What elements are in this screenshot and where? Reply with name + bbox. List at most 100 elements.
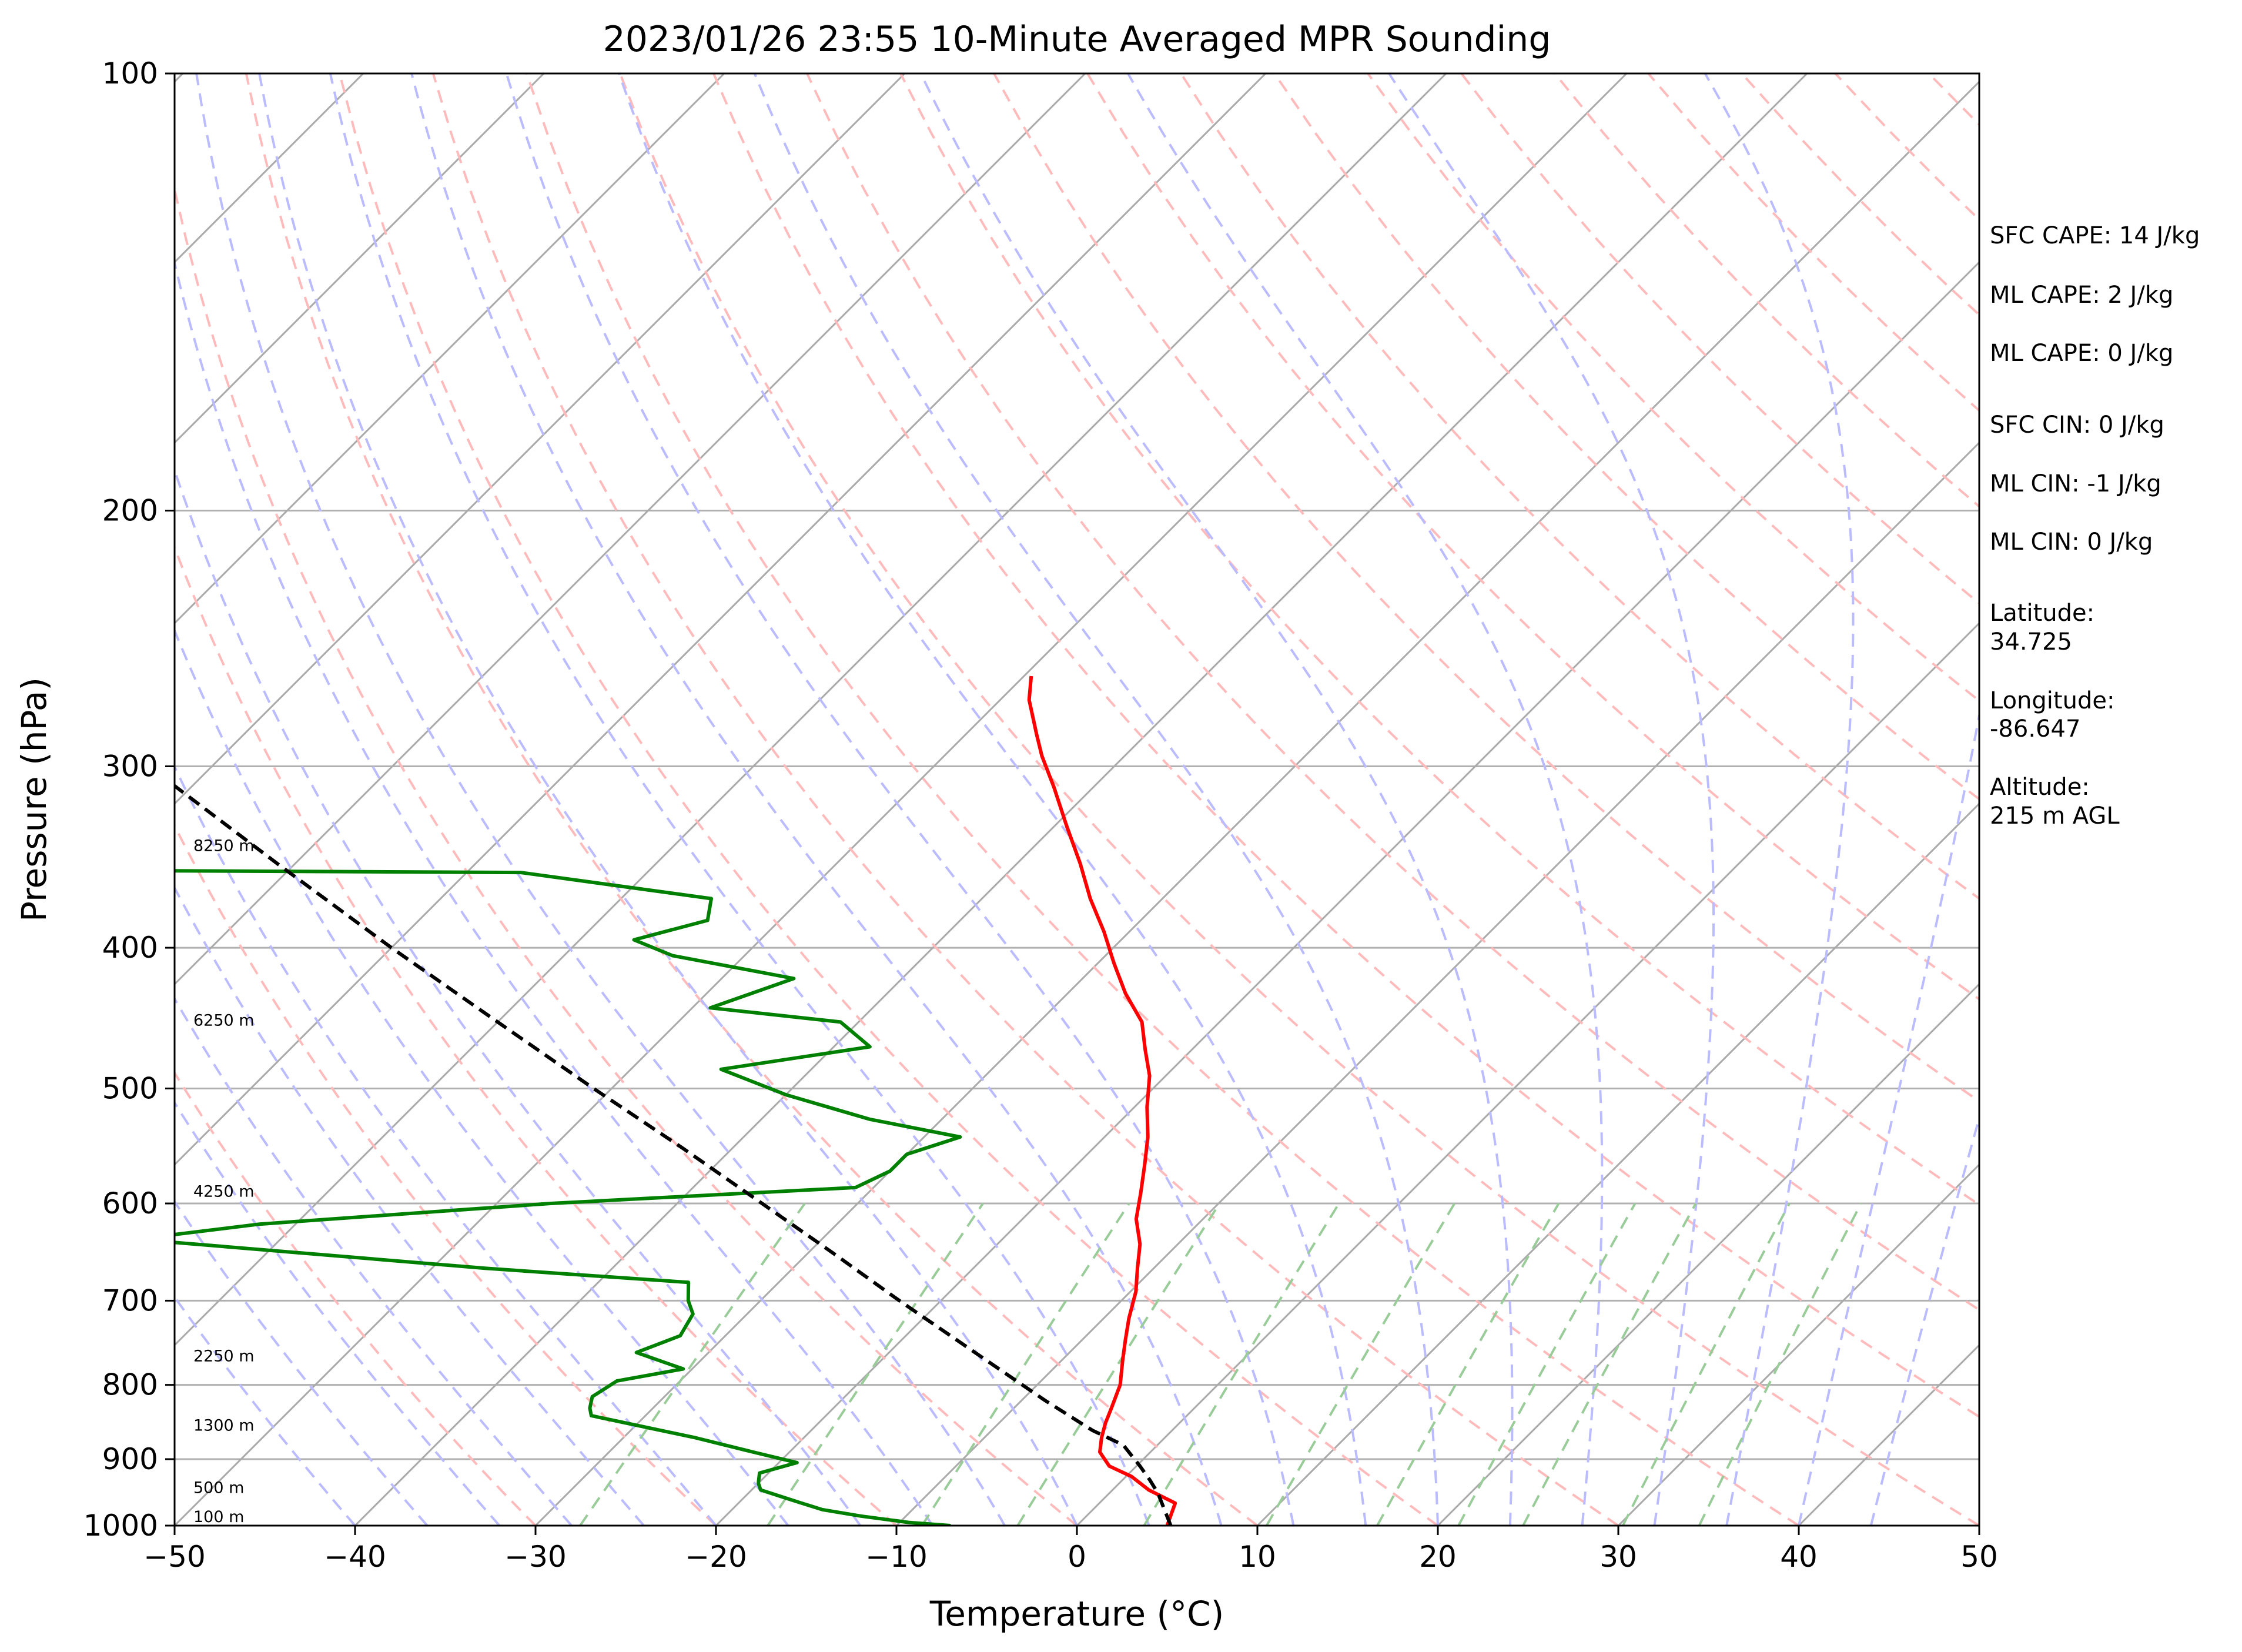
temperature-line: [1027, 675, 1177, 1526]
height-label: 1300 m: [193, 1416, 255, 1434]
x-tick-label: 50: [1960, 1540, 1998, 1574]
moist-adiabat: [1127, 73, 1604, 1526]
y-tick-label: 100: [102, 56, 158, 91]
isotherm-line: [1617, 1163, 1979, 1526]
info-line: SFC CAPE: 14 J/kg: [1990, 222, 2200, 249]
isotherm-line: [175, 73, 1267, 1166]
height-label: 500 m: [193, 1479, 244, 1497]
isotherm-line: [175, 73, 1086, 986]
y-tick-label: 500: [102, 1071, 158, 1105]
mixing-ratio-line: [1622, 1203, 1791, 1526]
y-tick-label: 400: [102, 931, 158, 965]
x-tick-label: 30: [1599, 1540, 1637, 1574]
x-tick-label: 10: [1239, 1540, 1276, 1574]
isotherm-line: [175, 73, 1447, 1347]
mixing-ratio-line: [1016, 1202, 1221, 1526]
isotherm-line: [354, 73, 1808, 1526]
moist-adiabat: [195, 73, 1006, 1526]
moist-adiabat: [175, 1295, 356, 1526]
y-axis: 1000 900 800 700 600 500 400 300 200 100: [83, 56, 175, 1543]
moist-adiabat: [175, 627, 789, 1526]
isotherm-line: [1437, 982, 1979, 1526]
dry-adiabat: [431, 73, 1619, 1526]
x-axis-label: Temperature (°C): [929, 1594, 1224, 1634]
isotherm-line: [0, 73, 2, 1526]
isotherm-line: [175, 73, 545, 444]
moist-adiabat: [175, 996, 573, 1526]
dry-adiabat: [2209, 73, 2242, 1526]
height-label: 2250 m: [193, 1347, 255, 1366]
isotherm-line: [534, 80, 1979, 1526]
x-tick-label: −40: [324, 1540, 386, 1574]
plot-area: [0, 73, 2242, 1526]
height-label: 8250 m: [193, 837, 255, 855]
x-tick-label: 20: [1419, 1540, 1457, 1574]
mixing-ratio-line: [1522, 1203, 1697, 1526]
info-line: Longitude:: [1990, 687, 2114, 714]
moist-adiabat: [1798, 709, 1979, 1526]
isotherm-line: [175, 73, 906, 805]
isotherm-line: [1256, 802, 1979, 1526]
moist-adiabat: [410, 73, 1223, 1526]
moist-adiabat: [258, 73, 1078, 1526]
y-tick-label: 1000: [83, 1509, 158, 1543]
moist-adiabat: [175, 1101, 501, 1526]
info-line: 215 m AGL: [1990, 802, 2120, 830]
moist-adiabat: [1388, 73, 1715, 1526]
parcel-profile-line: [175, 783, 1173, 1526]
mixing-ratio-line: [1698, 1203, 1862, 1526]
dry-adiabat: [175, 1071, 537, 1526]
x-tick-label: −30: [504, 1540, 567, 1574]
mixing-ratio-line: [1376, 1203, 1560, 1526]
y-tick-label: 200: [102, 494, 158, 528]
moist-adiabat: [1869, 1113, 1979, 1526]
info-line: ML CAPE: 2 J/kg: [1990, 282, 2173, 309]
y-tick-label: 800: [102, 1368, 158, 1402]
dry-adiabat: [1086, 73, 1979, 1001]
y-tick-label: 600: [102, 1186, 158, 1220]
isotherm-line: [715, 260, 1979, 1526]
isotherm-line: [175, 73, 725, 625]
info-line: -86.647: [1990, 715, 2080, 743]
mixing-ratio-line: [767, 1202, 984, 1526]
isotherm-line: [175, 73, 1628, 1526]
moist-adiabat: [175, 466, 862, 1526]
height-label: 100 m: [193, 1508, 244, 1526]
moist-adiabat: [175, 258, 934, 1526]
info-line: ML CAPE: 0 J/kg: [1990, 340, 2173, 367]
x-tick-label: −10: [865, 1540, 928, 1574]
y-axis-label: Pressure (hPa): [14, 677, 54, 922]
dry-adiabat: [899, 73, 1979, 1206]
dry-adiabat: [619, 73, 1979, 1526]
dry-adiabat: [1273, 73, 1979, 801]
dry-adiabat: [245, 73, 1259, 1526]
x-axis: −50 −40 −30 −20 −10 0 10 20 30 40 50: [143, 1526, 1998, 1574]
sounding-info-panel: SFC CAPE: 14 J/kg ML CAPE: 2 J/kg ML CAPE:…: [1990, 222, 2200, 830]
moist-adiabat: [1704, 73, 1855, 1526]
info-line: 34.725: [1990, 628, 2072, 656]
y-tick-label: 900: [102, 1442, 158, 1476]
dry-adiabat: [175, 544, 898, 1526]
moist-adiabat: [175, 885, 645, 1526]
x-tick-label: −20: [685, 1540, 747, 1574]
dry-adiabat: [175, 184, 1078, 1526]
dry-adiabat: [993, 73, 1979, 1103]
dry-adiabat: [338, 73, 1439, 1526]
y-tick-label: 700: [102, 1283, 158, 1317]
mixing-ratio-line: [579, 1202, 806, 1526]
moist-adiabat: [175, 1199, 429, 1526]
x-tick-label: −50: [143, 1540, 206, 1574]
info-line: Altitude:: [1990, 774, 2090, 801]
height-label: 4250 m: [193, 1183, 255, 1201]
height-label: 6250 m: [193, 1011, 255, 1029]
y-tick-label: 300: [102, 749, 158, 783]
isotherm-line: [895, 441, 1979, 1526]
info-line: Latitude:: [1990, 600, 2094, 627]
chart-title: 2023/01/26 23:55 10-Minute Averaged MPR …: [603, 19, 1551, 60]
info-line: ML CIN: 0 J/kg: [1990, 529, 2153, 556]
moist-adiabat: [753, 73, 1439, 1526]
dry-adiabat: [806, 73, 1979, 1312]
dry-adiabat: [1367, 73, 1979, 703]
x-tick-label: 0: [1068, 1540, 1086, 1574]
